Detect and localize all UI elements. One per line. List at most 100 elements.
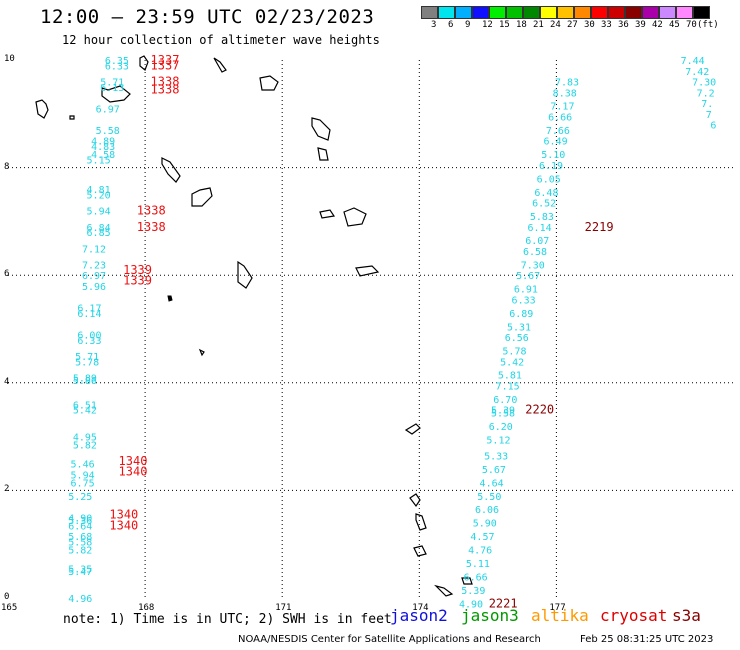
latitude-label: 10 [4, 54, 15, 64]
wave-height-value: 5.58 [68, 538, 92, 549]
wave-height-value: 6.07 [525, 236, 549, 247]
pass-time-label: 1338 [151, 75, 180, 89]
longitude-label: 177 [549, 603, 566, 613]
wave-height-value: 7.23 [82, 260, 106, 271]
color-swatch [693, 6, 710, 19]
wave-height-value: 5.42 [73, 406, 97, 417]
wave-height-value: 5.81 [498, 371, 522, 382]
wave-height-value: 6.66 [464, 572, 488, 583]
color-scale-label: 15 [499, 20, 510, 30]
wave-height-value: 4.83 [91, 142, 115, 153]
wave-height-value: 6.97 [96, 104, 120, 115]
wave-height-value: 5.94 [71, 470, 95, 481]
color-scale-label: 9 [465, 20, 471, 30]
satellite-cryosat: cryosat [600, 606, 668, 625]
wave-height-value: 6.14 [528, 223, 552, 234]
wave-height-value: 7.12 [82, 244, 106, 255]
wave-height-value: 6.58 [523, 247, 547, 258]
wave-height-value: 5.11 [466, 559, 490, 570]
island-outline [167, 295, 173, 302]
island-outlines [35, 55, 473, 597]
color-swatch [642, 6, 659, 19]
wave-height-value: 7.42 [685, 67, 709, 78]
wave-height-value: 6.48 [534, 188, 558, 199]
satellite-jason3: jason3 [461, 606, 519, 625]
wave-height-value: 5.20 [87, 191, 111, 202]
pass-time-label: 1340 [109, 508, 138, 522]
color-swatch [557, 6, 574, 19]
latitude-label: 0 [4, 592, 10, 602]
wave-height-value: 6.49 [544, 137, 568, 148]
island-outline [311, 117, 331, 141]
map-subtitle: 12 hour collection of altimeter wave hei… [62, 33, 380, 47]
wave-height-value: 5.90 [473, 519, 497, 530]
footer-credit: NOAA/NESDIS Center for Satellite Applica… [238, 634, 541, 645]
wave-height-value: 5.67 [482, 465, 506, 476]
wave-height-value: 5.71 [75, 352, 99, 363]
wave-height-value: 6.70 [493, 395, 517, 406]
wave-height-value: 6.00 [77, 330, 101, 341]
pass-time-label: 2220 [525, 403, 554, 417]
wave-height-value: 8.38 [553, 88, 577, 99]
pass-time-label: 1337 [151, 58, 180, 72]
color-scale-label: 36 [618, 20, 629, 30]
color-swatch [523, 6, 540, 19]
wave-height-value: 6.35 [105, 56, 129, 67]
wave-height-value: 5.36 [68, 516, 92, 527]
island-outline [139, 55, 149, 71]
island-outline [404, 423, 421, 435]
wave-height-value: 5.12 [486, 435, 510, 446]
wave-height-value: 4.96 [68, 594, 92, 605]
island-outline [343, 207, 367, 227]
pass-time-label: 1339 [123, 263, 152, 277]
island-outline [434, 584, 454, 597]
pass-time-label: 1337 [151, 53, 180, 67]
island-outline [461, 577, 473, 585]
color-scale-label: 12 [482, 20, 493, 30]
footer-timestamp: Feb 25 08:31:25 UTC 2023 [580, 634, 714, 645]
wave-height-value: 5.15 [87, 156, 111, 167]
wave-height-value: 6.56 [505, 333, 529, 344]
latitude-label: 8 [4, 161, 10, 172]
wave-height-value: 6.64 [68, 521, 92, 532]
color-scale-label: 33 [601, 20, 612, 30]
island-outline [35, 99, 49, 119]
wave-height-value: 5.71 [100, 78, 124, 89]
satellite-jason2: jason2 [390, 606, 448, 625]
pass-time-label: 1340 [109, 518, 138, 532]
wave-height-value: 7.17 [550, 102, 574, 113]
wave-height-value: 4.64 [480, 478, 504, 489]
pass-time-label: 1338 [137, 220, 166, 234]
wave-height-value: 4.57 [470, 532, 494, 543]
wave-height-value: 5.50 [477, 492, 501, 503]
color-swatch [489, 6, 506, 19]
color-swatch [506, 6, 523, 19]
island-outline [101, 85, 131, 103]
wave-height-value: 5.78 [502, 347, 526, 358]
wave-height-value: 7.15 [496, 381, 520, 392]
island-outline [191, 187, 213, 207]
island-outline [415, 513, 427, 531]
island-outline [259, 75, 279, 91]
color-swatch [676, 6, 693, 19]
pass-time-label: 1340 [119, 465, 148, 479]
wave-height-value: 5.82 [68, 546, 92, 557]
latitude-label: 6 [4, 269, 10, 280]
wave-height-value: 5.67 [516, 271, 540, 282]
wave-height-value: 6.52 [532, 199, 556, 210]
island-outline [319, 209, 336, 219]
wave-height-value: 6.05 [537, 174, 561, 185]
map-note: note: 1) Time is in UTC; 2) SWH is in fe… [63, 612, 392, 627]
wave-height-value: 6.33 [105, 61, 129, 72]
color-scale-label: 21 [533, 20, 544, 30]
color-scale-label: 70 [686, 20, 697, 30]
wave-height-value: 7.44 [681, 56, 705, 67]
wave-height-value: 6.14 [77, 309, 101, 320]
color-scale-swatches [421, 6, 710, 19]
color-scale-label: 3 [431, 20, 437, 30]
wave-height-value: 5.68 [68, 532, 92, 543]
wave-height-value: 5.86 [73, 376, 97, 387]
pass-time-label: 1338 [137, 204, 166, 218]
wave-height-value: 6.20 [489, 422, 513, 433]
wave-height-value: 6.13 [100, 83, 124, 94]
